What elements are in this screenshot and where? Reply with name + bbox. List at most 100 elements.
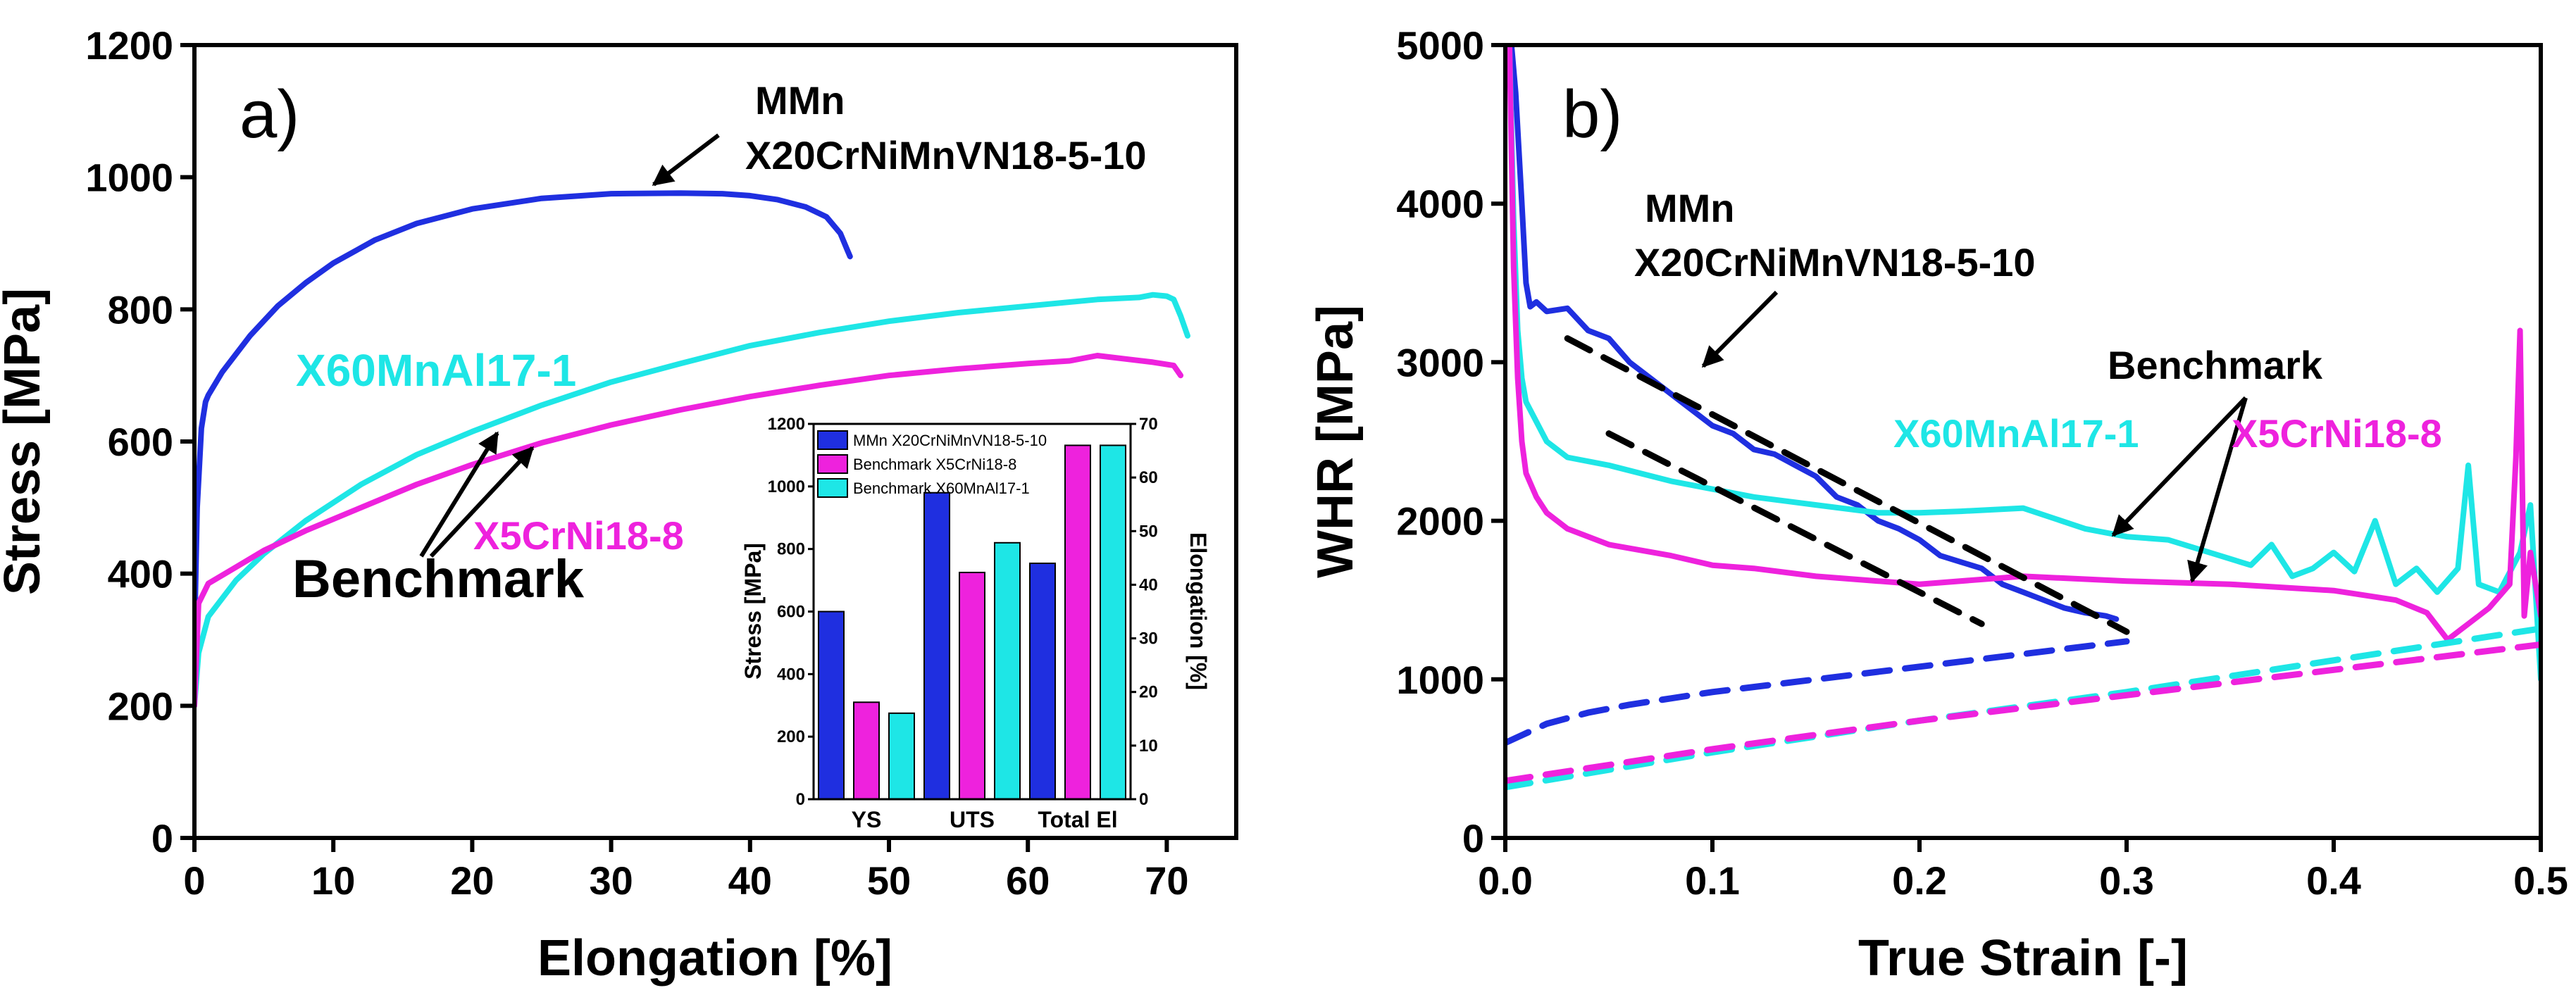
panel-a-xtick-label: 50 <box>867 858 911 903</box>
panel-a-xtick-label: 40 <box>728 858 772 903</box>
panel-a-xlabel: Elongation [%] <box>537 930 892 987</box>
inset-legend-label: Benchmark X5CrNi18-8 <box>853 456 1016 473</box>
panel-a-annot-mmn-1: MMn <box>755 78 845 123</box>
panel-a-annot-mmn-2: X20CrNiMnVN18-5-10 <box>745 133 1147 177</box>
panel-b-whr-true-strain: 0.0 0.1 0.2 0.3 0.4 0.5010002000300040005000 … <box>1307 23 2568 987</box>
inset-legend-label: MMn X20CrNiMnVN18-5-10 <box>853 432 1047 449</box>
panel-b-series-mmn-whr <box>1508 45 2120 622</box>
inset-ytick-label: 800 <box>777 540 805 559</box>
inset-y2tick-label: 40 <box>1139 575 1158 594</box>
inset-ylabel: Stress [MPa] <box>740 543 766 680</box>
inset-y2tick-label: 60 <box>1139 468 1158 487</box>
panel-a-arrow-mmn <box>652 133 720 187</box>
inset-y2tick-label: 50 <box>1139 522 1158 541</box>
panel-b-series-fit-1 <box>1564 335 2130 635</box>
panel-b-xtick-label: 0.5 <box>2513 858 2568 903</box>
panel-b-xtick-label: 0.1 <box>1685 858 1740 903</box>
panel-b-series-x60mnal17-1-stress <box>1505 625 2541 791</box>
panel-b-annot-x5: X5CrNi18-8 <box>2232 411 2442 456</box>
panel-b-ytick-label: 3000 <box>1396 340 1484 384</box>
panel-a-xtick-label: 30 <box>589 858 633 903</box>
panel-b-frame <box>1503 43 2543 840</box>
panel-b-annot-x60: X60MnAl17-1 <box>1893 411 2139 456</box>
panel-b-xtick-label: 0.3 <box>2099 858 2154 903</box>
panel-b-xtick-label: 0.0 <box>1478 858 1533 903</box>
inset-category-label: Total El <box>1038 807 1117 832</box>
panel-a-annot-x5: X5CrNi18-8 <box>473 513 684 558</box>
panel-b-arrow-benchmark-2 <box>2187 397 2248 583</box>
inset-legend-swatch <box>817 454 848 474</box>
panel-a-label: a) <box>239 77 299 152</box>
panel-a-annot-benchmark: Benchmark <box>292 549 585 609</box>
inset-y2tick-label: 70 <box>1139 415 1158 434</box>
panel-b-label: b) <box>1562 77 1622 152</box>
panel-a-xtick-label: 0 <box>183 858 205 903</box>
panel-b-ytick-label: 2000 <box>1396 499 1484 544</box>
panel-a-series-x5crni18-8 <box>194 353 1184 709</box>
inset-bar-ys-2 <box>888 712 915 801</box>
inset-bar-uts-2 <box>994 541 1021 800</box>
panel-b-ytick-label: 0 <box>1462 816 1484 860</box>
inset-y2label: Elongation [%] <box>1186 532 1211 690</box>
panel-b-annot-mmn-2: X20CrNiMnVN18-5-10 <box>1634 240 2036 284</box>
inset-legend-label: Benchmark X60MnAl17-1 <box>853 480 1030 497</box>
panel-b-annot-benchmark: Benchmark <box>2108 343 2323 387</box>
panel-b-arrow-mmn <box>1701 290 1779 368</box>
panel-a-xtick-label: 60 <box>1006 858 1050 903</box>
panel-a-ytick-label: 0 <box>151 816 173 860</box>
panel-a-ytick-label: 400 <box>108 552 173 596</box>
inset-bar-chart: YS UTS Total El 0 200 400 600 800 1000 1200 0 10 20 3… <box>740 415 1211 832</box>
panel-a-ytick-label: 200 <box>108 684 173 728</box>
inset-bar-uts-0 <box>923 491 950 800</box>
panel-b-xtick-label: 0.2 <box>1892 858 1947 903</box>
panel-a-series-x60mnal17-1 <box>194 292 1190 709</box>
inset-bar-uts-1 <box>959 571 985 801</box>
inset-legend-swatch <box>817 478 848 498</box>
panel-a-xtick-label: 70 <box>1145 858 1188 903</box>
panel-b-series-mmn-stress <box>1505 638 2130 746</box>
panel-a-annot-x60: X60MnAl17-1 <box>296 345 576 396</box>
panel-a-xtick-label: 10 <box>311 858 355 903</box>
inset-bar-total-el-2 <box>1100 444 1126 800</box>
panel-b-xtick-label: 0.4 <box>2306 858 2361 903</box>
panel-a-ytick-label: 600 <box>108 420 173 464</box>
panel-a-arrow-benchmark-1 <box>419 431 499 558</box>
panel-b-series-x60mnal17-1-whr <box>1506 45 2541 682</box>
inset-ytick-label: 0 <box>796 790 805 809</box>
inset-ytick-label: 400 <box>777 665 805 684</box>
panel-a-arrow-benchmark-2 <box>429 446 535 558</box>
panel-b-ytick-label: 4000 <box>1396 182 1484 226</box>
inset-category-label: YS <box>852 807 882 832</box>
panel-a-ytick-label: 800 <box>108 287 173 332</box>
inset-bar-total-el-1 <box>1064 444 1091 800</box>
panel-a-ylabel: Stress [MPa] <box>0 288 51 595</box>
panel-b-arrow-benchmark-1 <box>2111 396 2248 537</box>
inset-y2tick-label: 20 <box>1139 683 1158 702</box>
inset-y2tick-label: 10 <box>1139 737 1158 756</box>
inset-legend: MMn X20CrNiMnVN18-5-10 Benchmark X5CrNi18… <box>817 430 1047 498</box>
inset-ytick-label: 1200 <box>768 415 805 434</box>
inset-ytick-label: 600 <box>777 603 805 622</box>
panel-b-ytick-label: 5000 <box>1396 23 1484 68</box>
inset-category-label: UTS <box>950 807 995 832</box>
panel-b-ylabel: WHR [MPa] <box>1307 305 1364 578</box>
panel-b-xlabel: True Strain [-] <box>1858 930 2188 987</box>
panel-a-series-mmn-x20crnimnvn18-5-10 <box>194 190 853 643</box>
panel-b-annot-mmn-1: MMn <box>1645 186 1735 230</box>
inset-bar-ys-1 <box>853 701 880 801</box>
inset-legend-swatch <box>817 430 848 450</box>
inset-bar-ys-0 <box>818 610 845 800</box>
inset-y2tick-label: 0 <box>1139 790 1148 809</box>
panel-a-xtick-label: 20 <box>450 858 494 903</box>
panel-b-series-fit-2 <box>1605 430 1985 627</box>
inset-ytick-label: 1000 <box>768 477 805 496</box>
inset-ytick-label: 200 <box>777 727 805 746</box>
panel-a-ytick-label: 1200 <box>85 23 173 68</box>
inset-bar-total-el-0 <box>1029 562 1056 800</box>
panel-b-ytick-label: 1000 <box>1396 658 1484 702</box>
inset-y2tick-label: 30 <box>1139 630 1158 649</box>
panel-b-series-x5crni18-8-stress <box>1505 641 2541 784</box>
panel-b-series-x5crni18-8-whr <box>1506 45 2541 643</box>
panel-a-ytick-label: 1000 <box>85 156 173 200</box>
